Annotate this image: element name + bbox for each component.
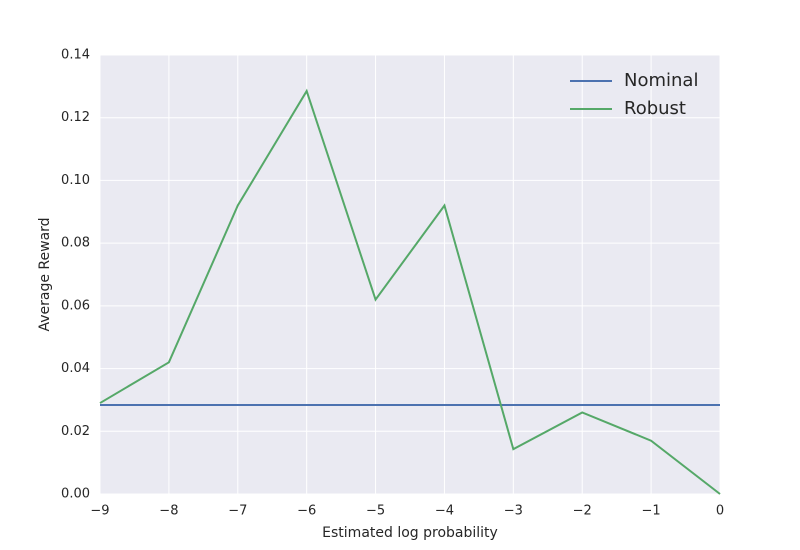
y-tick-label: 0.06 bbox=[61, 298, 90, 313]
y-tick-label: 0.08 bbox=[61, 236, 90, 251]
y-tick-label: 0.00 bbox=[61, 487, 90, 502]
x-tick-label: 0 bbox=[716, 504, 724, 519]
line-series bbox=[99, 88, 721, 495]
y-tick-label: 0.02 bbox=[61, 424, 90, 439]
x-axis-label: Estimated log probability bbox=[322, 525, 498, 541]
x-tick-label: −9 bbox=[90, 504, 109, 519]
x-tick-label: −6 bbox=[297, 504, 316, 519]
y-tick-label: 0.14 bbox=[61, 48, 90, 63]
legend-label: Nominal bbox=[624, 70, 698, 91]
y-axis-label: Average Reward bbox=[37, 217, 53, 331]
x-tick-label: −4 bbox=[435, 504, 454, 519]
y-tick-label: 0.12 bbox=[61, 110, 90, 125]
x-tick-label: −8 bbox=[159, 504, 178, 519]
y-tick-label: 0.04 bbox=[61, 361, 90, 376]
x-tick-label: −1 bbox=[642, 504, 661, 519]
legend-label: Robust bbox=[624, 98, 686, 119]
x-tick-label: −3 bbox=[504, 504, 523, 519]
x-tick-label: −5 bbox=[366, 504, 385, 519]
x-tick-label: −7 bbox=[228, 504, 247, 519]
y-tick-label: 0.10 bbox=[61, 173, 90, 188]
plot-area bbox=[100, 55, 720, 494]
x-tick-label: −2 bbox=[573, 504, 592, 519]
